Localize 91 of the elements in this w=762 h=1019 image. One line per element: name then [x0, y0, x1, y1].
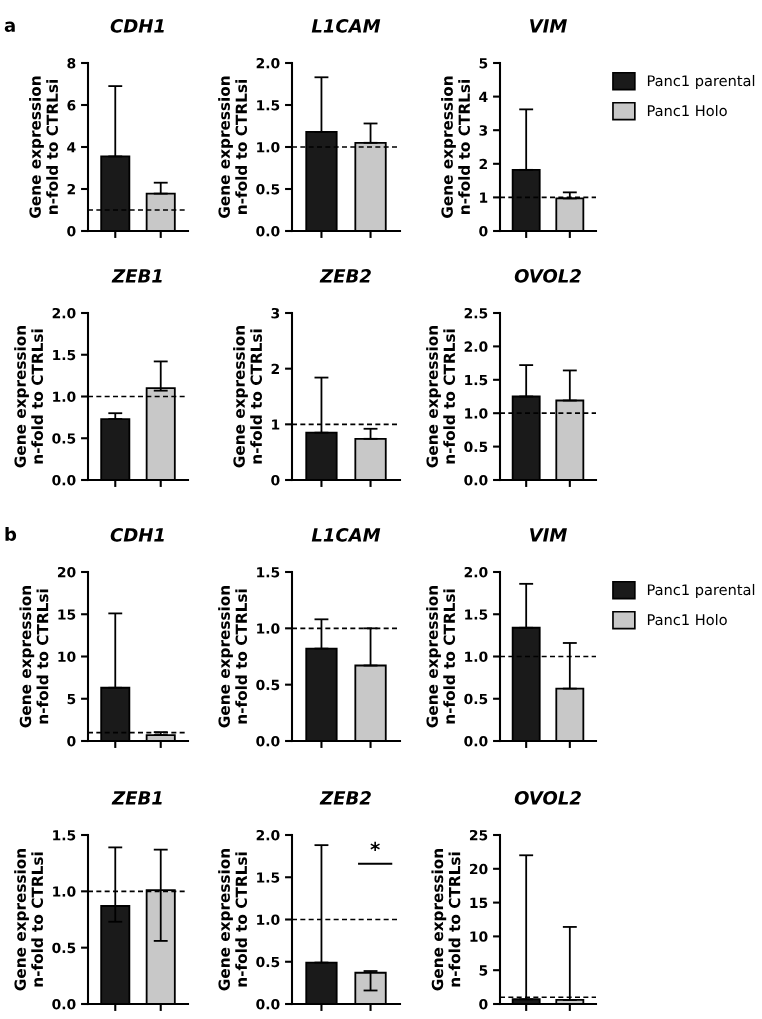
legend-label: Panc1 parental: [647, 583, 755, 599]
chart-title: CDH1: [110, 19, 164, 33]
y-tick-label: 0.5: [256, 956, 280, 968]
y-tick-label: 2.0: [256, 57, 280, 69]
y-tick-label: 0.5: [256, 679, 280, 691]
y-tick-label: 1.0: [257, 623, 280, 634]
y-tick-label: 3: [479, 125, 488, 136]
y-tick-label: 15: [470, 897, 488, 909]
y-tick-label: 1.0: [257, 914, 280, 925]
y-tick-label: 3: [271, 307, 280, 319]
y-tick-label: 1.5: [53, 349, 76, 361]
chart-title: VIM: [530, 528, 567, 542]
y-tick-label: 0.5: [52, 942, 76, 954]
y-tick-label: 25: [469, 829, 488, 841]
y-axis-title: Gene expression n-fold to CTRLsi: [233, 326, 263, 468]
text: b: [5, 527, 17, 541]
y-tick-label: 1.5: [465, 609, 488, 620]
y-tick-label: 15: [58, 609, 76, 620]
y-axis-title: Gene expression n-fold to CTRLsi: [14, 326, 44, 468]
y-tick-label: 2.5: [464, 307, 488, 319]
y-tick-label: 4: [67, 142, 76, 153]
chart-title: ZEB1: [111, 269, 162, 283]
y-axis-title: Gene expression n-fold to CTRLsi: [431, 849, 461, 991]
y-tick-label: 1.0: [257, 141, 280, 153]
y-tick-label: 1.0: [53, 391, 76, 402]
y-axis-title: Gene expression n-fold to CTRLsi: [218, 586, 248, 728]
y-axis-title: Gene expression n-fold to CTRLsi: [19, 586, 49, 728]
y-tick-label: 2.0: [52, 307, 76, 319]
annotation: *: [370, 841, 380, 851]
y-tick-label: 5: [67, 693, 76, 705]
y-tick-label: 0.5: [52, 433, 76, 444]
y-tick-label: 4: [479, 91, 488, 102]
y-tick-label: 2.0: [464, 566, 488, 578]
y-tick-label: 0.0: [464, 474, 488, 486]
y-tick-label: 8: [67, 57, 76, 69]
y-tick-label: 0: [67, 225, 76, 237]
y-tick-label: 0.0: [256, 225, 280, 237]
y-axis-title: Gene expression n-fold to CTRLsi: [14, 849, 44, 991]
chart-title: L1CAM: [311, 19, 381, 33]
y-tick-label: 10: [58, 651, 76, 662]
y-tick-label: 1.0: [465, 651, 488, 662]
y-tick-label: 20: [469, 863, 488, 875]
chart-title: OVOL2: [514, 269, 581, 283]
y-tick-label: 10: [470, 931, 488, 942]
text: a: [4, 21, 15, 32]
y-tick-label: 2: [271, 363, 279, 374]
y-tick-label: 1.0: [53, 886, 76, 897]
y-tick-label: 0.0: [464, 735, 488, 747]
chart-title: OVOL2: [514, 791, 581, 805]
y-tick-label: 1.5: [465, 374, 488, 386]
y-tick-label: 1.5: [53, 830, 76, 841]
y-axis-title: Gene expression n-fold to CTRLsi: [29, 76, 59, 218]
chart-title: L1CAM: [311, 528, 381, 542]
y-tick-label: 5: [479, 58, 488, 69]
y-tick-label: 0.0: [52, 998, 76, 1010]
y-tick-label: 2: [479, 158, 487, 170]
y-tick-label: 0.5: [256, 183, 280, 195]
y-tick-label: 0.0: [52, 474, 76, 486]
y-tick-label: 1: [272, 419, 280, 430]
y-tick-label: 1.0: [465, 408, 488, 419]
y-tick-label: 0: [479, 998, 488, 1010]
legend-label: Panc1 Holo: [647, 613, 727, 626]
chart-title: VIM: [530, 19, 567, 33]
y-tick-label: 20: [57, 566, 76, 578]
y-tick-label: 5: [479, 965, 488, 976]
y-tick-label: 2.0: [464, 341, 488, 352]
y-tick-label: 1.5: [257, 872, 280, 883]
chart-title: ZEB2: [319, 269, 371, 283]
y-tick-label: 0: [271, 474, 280, 486]
y-axis-title: Gene expression n-fold to CTRLsi: [426, 586, 456, 728]
y-tick-label: 1.5: [257, 567, 280, 578]
y-axis-title: Gene expression n-fold to CTRLsi: [218, 76, 248, 218]
y-axis-title: Gene expression n-fold to CTRLsi: [218, 849, 248, 991]
y-tick-label: 0.5: [464, 693, 488, 705]
y-tick-label: 0: [67, 735, 76, 747]
legend-label: Panc1 Holo: [647, 104, 727, 117]
y-tick-label: 0: [479, 225, 488, 237]
chart-title: ZEB1: [111, 791, 162, 805]
y-tick-label: 0.0: [256, 735, 280, 747]
chart-title: ZEB2: [319, 791, 371, 805]
y-axis-title: Gene expression n-fold to CTRLsi: [426, 326, 456, 468]
y-tick-label: 6: [67, 99, 76, 111]
chart-title: CDH1: [110, 528, 164, 542]
legend-label: Panc1 parental: [647, 74, 755, 90]
y-tick-label: 2: [67, 183, 75, 195]
y-tick-label: 2.0: [256, 829, 280, 841]
y-tick-label: 1.5: [257, 100, 280, 111]
y-tick-label: 0.0: [256, 998, 280, 1010]
y-tick-label: 1: [480, 192, 488, 203]
y-tick-label: 0.5: [464, 441, 488, 453]
y-axis-title: Gene expression n-fold to CTRLsi: [441, 76, 471, 218]
